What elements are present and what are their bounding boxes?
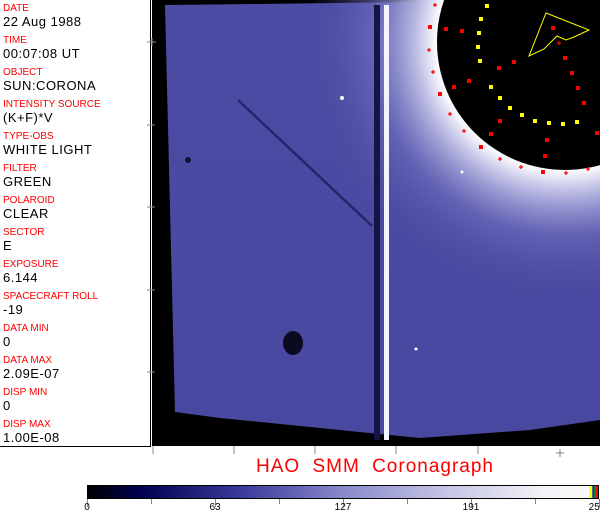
yellow-grid-point — [479, 17, 483, 21]
red-grid-point — [489, 132, 493, 136]
red-grid-point — [551, 26, 555, 30]
red-cross-marker — [427, 48, 431, 52]
field-label: TYPE-OBS — [3, 131, 54, 142]
field-value: 0 — [3, 334, 11, 349]
red-cross-marker — [498, 157, 502, 161]
red-grid-point — [438, 92, 442, 96]
yellow-grid-point — [508, 106, 512, 110]
red-grid-point — [576, 86, 580, 90]
red-grid-point — [444, 27, 448, 31]
field-value: -19 — [3, 302, 24, 317]
red-grid-point — [467, 79, 471, 83]
red-cross-marker — [431, 70, 435, 74]
red-grid-point — [497, 66, 501, 70]
red-cross-marker — [433, 3, 437, 7]
red-cross-marker — [586, 167, 590, 171]
field-value: SUN:CORONA — [3, 78, 97, 93]
field-label: SPACECRAFT ROLL — [3, 291, 99, 302]
diagonal-streak — [237, 99, 373, 227]
pylon-bright — [384, 5, 389, 440]
yellow-grid-point — [520, 113, 524, 117]
red-grid-point — [428, 25, 432, 29]
red-grid-point — [570, 71, 574, 75]
yellow-grid-point — [476, 45, 480, 49]
red-grid-point — [452, 85, 456, 89]
field-value: 22 Aug 1988 — [3, 14, 82, 29]
yellow-outline-polygon — [528, 12, 591, 57]
colorbar-tick-label: 255 — [588, 502, 600, 513]
yellow-grid-point — [498, 96, 502, 100]
yellow-grid-point — [478, 59, 482, 63]
info-panel: DATE 22 Aug 1988 TIME 00:07:08 UT OBJECT SUN:… — [0, 0, 151, 447]
red-grid-point — [479, 145, 483, 149]
field-label: EXPOSURE — [3, 259, 59, 270]
red-grid-point — [582, 101, 586, 105]
yellow-grid-point — [489, 85, 493, 89]
colorbar-tick-label: 0 — [84, 502, 90, 513]
dark-spot — [283, 331, 303, 355]
red-grid-point — [563, 56, 567, 60]
colorbar-tick-label: 127 — [334, 502, 352, 513]
red-grid-point — [498, 119, 502, 123]
field-label: DISP MAX — [3, 419, 51, 430]
yellow-grid-point — [547, 121, 551, 125]
field-label: POLAROID — [3, 195, 55, 206]
field-value: 00:07:08 UT — [3, 46, 81, 61]
field-value: 2.09E-07 — [3, 366, 60, 381]
yellow-grid-point — [575, 120, 579, 124]
grid-overlay — [427, 3, 599, 175]
pylon-shadow — [374, 5, 380, 440]
red-grid-point — [545, 138, 549, 142]
red-grid-point — [512, 60, 516, 64]
colorbar — [87, 485, 599, 499]
red-grid-point — [460, 29, 464, 33]
field-label: OBJECT — [3, 67, 43, 78]
yellow-grid-point — [561, 122, 565, 126]
red-cross-marker — [448, 112, 452, 116]
red-grid-point — [543, 154, 547, 158]
field-label: INTENSITY SOURCE — [3, 99, 101, 110]
yellow-grid-point — [485, 4, 489, 8]
red-cross-marker — [557, 41, 561, 45]
colorbar-tick-label: 63 — [209, 502, 221, 513]
field-value: 1.00E-08 — [3, 430, 60, 445]
colorbar-tick-label: 191 — [462, 502, 480, 513]
red-cross-marker — [519, 165, 523, 169]
plot-title: HAO SMM Coronagraph — [256, 456, 494, 477]
field-label: DATE — [3, 3, 29, 14]
red-grid-point — [595, 131, 599, 135]
field-label: DATA MIN — [3, 323, 49, 334]
field-label: DATA MAX — [3, 355, 53, 366]
field-value: (K+F)*V — [3, 110, 54, 125]
field-label: FILTER — [3, 163, 37, 174]
field-label: TIME — [3, 35, 27, 46]
field-label: SECTOR — [3, 227, 45, 238]
field-value: 6.144 — [3, 270, 39, 285]
field-value: GREEN — [3, 174, 52, 189]
field-value: E — [3, 238, 13, 253]
field-label: DISP MIN — [3, 387, 48, 398]
field-value: WHITE LIGHT — [3, 142, 93, 157]
yellow-grid-point — [477, 31, 481, 35]
red-cross-marker — [564, 171, 568, 175]
red-grid-point — [541, 170, 545, 174]
red-cross-marker — [462, 129, 466, 133]
field-value: CLEAR — [3, 206, 49, 221]
field-value: 0 — [3, 398, 11, 413]
yellow-grid-point — [533, 119, 537, 123]
coronagraph-image — [152, 0, 600, 446]
